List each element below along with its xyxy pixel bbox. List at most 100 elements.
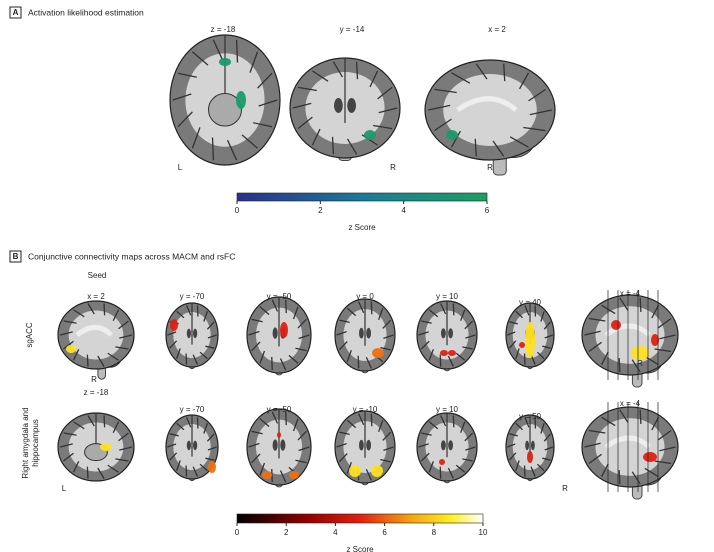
activation-blob xyxy=(262,471,272,479)
sulcus xyxy=(460,421,466,433)
sulcus xyxy=(418,331,429,336)
sulcus xyxy=(588,429,606,434)
sulcus xyxy=(73,309,85,318)
activation-blob xyxy=(439,459,445,465)
sulcus xyxy=(536,463,545,472)
sulcus xyxy=(86,354,89,367)
slice-label: y = -50 xyxy=(267,292,292,301)
sulcus xyxy=(336,331,347,336)
slice-label: y = -10 xyxy=(353,405,378,414)
sulcus xyxy=(338,453,348,463)
sulcus xyxy=(369,70,379,88)
sulcus xyxy=(97,467,105,479)
sulcus xyxy=(205,457,215,461)
ventricle xyxy=(193,328,198,339)
sulcus xyxy=(206,433,215,442)
activation-blob xyxy=(66,345,76,353)
sulcus xyxy=(251,318,263,323)
activation-blob xyxy=(631,346,649,360)
colorbar-tick-label: 6 xyxy=(382,528,387,537)
sulcus xyxy=(383,446,394,451)
orientation-label: R xyxy=(487,163,493,172)
sulcus xyxy=(365,468,372,481)
brain-slice xyxy=(581,406,679,500)
sulcus xyxy=(97,355,105,367)
sulcus xyxy=(518,72,530,90)
panel-letter-box xyxy=(9,250,22,263)
sulcus xyxy=(271,299,279,312)
sulcus xyxy=(658,317,672,329)
slice-label: z = -18 xyxy=(84,388,109,397)
ventricle xyxy=(193,440,198,451)
sulcus xyxy=(295,347,307,352)
sulcus xyxy=(346,349,352,362)
activation-blob xyxy=(364,130,376,140)
sulcus xyxy=(654,348,672,353)
sulcus xyxy=(584,330,601,336)
slice-label: x = -4 xyxy=(620,399,641,408)
sulcus xyxy=(618,470,621,485)
sulcus xyxy=(474,138,477,157)
sulcus xyxy=(118,320,129,330)
sulcus xyxy=(619,409,629,423)
sulcus xyxy=(544,334,554,339)
sulcus xyxy=(288,354,299,364)
sulcus xyxy=(418,443,429,448)
sulcus xyxy=(540,311,545,322)
sulcus xyxy=(175,348,181,359)
sulcus xyxy=(523,126,546,132)
sulcus xyxy=(544,446,554,451)
sulcus xyxy=(464,432,474,442)
sulcus xyxy=(529,109,552,116)
orientation-label: R xyxy=(91,375,97,384)
sulcus xyxy=(464,320,474,330)
slice-label: y = -70 xyxy=(180,405,205,414)
ventricle xyxy=(359,439,364,451)
activation-blob xyxy=(236,91,246,109)
sulcus xyxy=(543,321,552,330)
ventricle xyxy=(186,440,191,451)
sulcus xyxy=(292,418,299,432)
sulcus xyxy=(63,452,74,462)
sulcus xyxy=(440,415,447,427)
activation-blob xyxy=(519,342,525,348)
sulcus xyxy=(271,411,279,424)
brain-slice xyxy=(246,408,312,488)
sulcus xyxy=(509,321,518,325)
sulcus xyxy=(257,72,273,89)
sulcus xyxy=(619,297,629,311)
sulcus xyxy=(639,297,642,312)
brain-slice xyxy=(165,302,219,370)
sulcus xyxy=(515,348,520,359)
sulcus xyxy=(251,453,261,464)
sulcus xyxy=(331,136,335,155)
sulcus xyxy=(428,309,439,318)
sulcus xyxy=(177,72,197,78)
ventricle xyxy=(186,328,191,339)
sulcus xyxy=(378,308,384,321)
sulcus xyxy=(176,310,185,319)
sulcus xyxy=(506,331,516,336)
sulcus xyxy=(631,471,641,485)
colorbar-tick-label: 0 xyxy=(235,528,240,537)
midbrain xyxy=(208,93,242,127)
sulcus xyxy=(205,345,215,349)
sulcus xyxy=(543,433,552,442)
sulcus xyxy=(63,320,77,324)
slice-label: x = -4 xyxy=(620,289,641,298)
sulcus xyxy=(450,130,462,148)
sulcus xyxy=(87,303,95,315)
sulcus xyxy=(600,351,609,366)
sulcus xyxy=(169,340,178,349)
corpus-callosum xyxy=(456,96,518,113)
sulcus xyxy=(588,317,606,322)
ventricle xyxy=(272,327,278,339)
sulcus xyxy=(292,306,299,320)
sulcus xyxy=(191,51,209,66)
sulcus xyxy=(191,127,201,149)
slice-label: y = 0 xyxy=(356,292,374,301)
sulcus xyxy=(600,463,609,478)
sulcus xyxy=(421,432,432,436)
brain-slice xyxy=(505,414,555,482)
ventricle xyxy=(448,440,453,451)
